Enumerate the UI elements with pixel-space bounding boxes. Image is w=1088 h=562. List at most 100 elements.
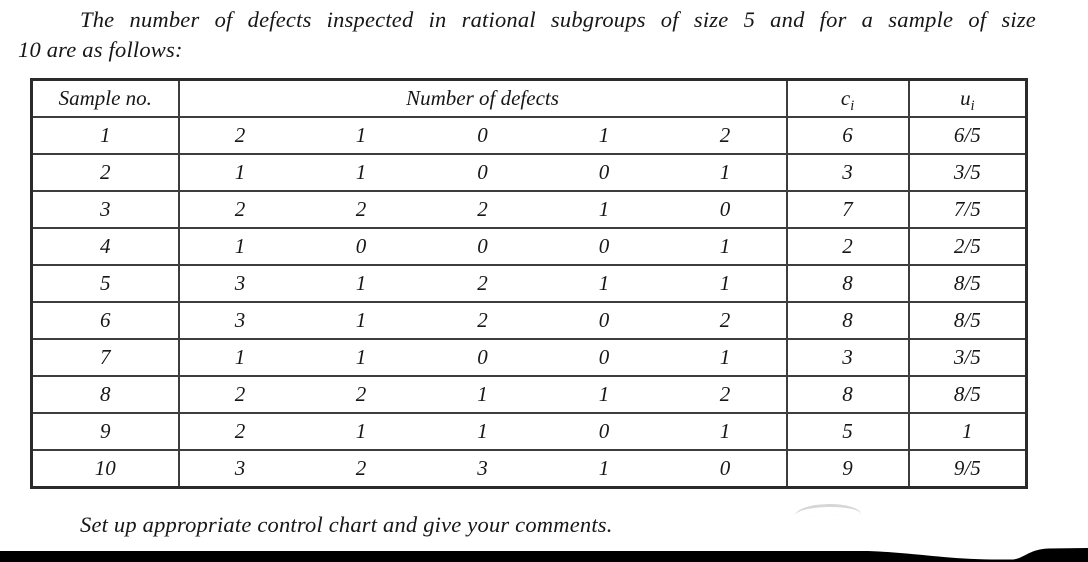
ui-cell: 9/5: [907, 449, 1028, 489]
defect-value-cell: 0: [543, 301, 665, 340]
defect-value-cell: 1: [178, 153, 301, 192]
header-sample-no: Sample no.: [30, 78, 180, 118]
ci-cell: 8: [785, 264, 910, 303]
table-row: 2 1 1 0 0 1 3 3/5: [30, 153, 1028, 192]
problem-statement: The number of defects inspected in ratio…: [18, 5, 1036, 65]
defect-value-cell: 0: [421, 227, 544, 266]
ui-cell: 3/5: [907, 338, 1028, 377]
table-header-row: Sample no. Number of defects ci ui: [30, 78, 1028, 118]
defect-value-cell: 0: [543, 227, 665, 266]
defect-value-cell: 1: [543, 190, 665, 229]
defect-value-cell: 2: [300, 190, 422, 229]
defect-value-cell: 1: [543, 264, 665, 303]
defect-value-cell: 1: [300, 116, 422, 155]
defect-value-cell: 1: [664, 227, 787, 266]
scan-smudge: [794, 503, 862, 516]
ui-cell: 8/5: [907, 375, 1028, 414]
sample-no-cell: 5: [30, 264, 180, 303]
table-row: 4 1 0 0 0 1 2 2/5: [30, 227, 1028, 266]
sample-no-cell: 4: [30, 227, 180, 266]
ui-subscript: i: [970, 98, 975, 115]
ci-cell: 9: [785, 449, 910, 489]
defect-value-cell: 2: [421, 301, 544, 340]
defect-value-cell: 1: [300, 338, 422, 377]
table-row: 5 3 1 2 1 1 8 8/5: [30, 264, 1028, 303]
defect-value-cell: 0: [543, 153, 665, 192]
sample-no-cell: 9: [30, 412, 180, 451]
ci-subscript: i: [850, 98, 855, 115]
defect-value-cell: 2: [178, 375, 301, 414]
table-row: 7 1 1 0 0 1 3 3/5: [30, 338, 1028, 377]
defect-value-cell: 3: [178, 264, 301, 303]
defect-value-cell: 2: [664, 116, 787, 155]
table-row: 10 3 2 3 1 0 9 9/5: [30, 449, 1028, 489]
defect-value-cell: 1: [543, 449, 665, 489]
defect-value-cell: 1: [300, 301, 422, 340]
ci-cell: 6: [785, 116, 910, 155]
problem-statement-line2: 10 are as follows:: [18, 37, 183, 62]
table-row: 9 2 1 1 0 1 5 1: [30, 412, 1028, 451]
table-row: 3 2 2 2 1 0 7 7/5: [30, 190, 1028, 229]
ui-cell: 1: [907, 412, 1028, 451]
defect-value-cell: 1: [664, 338, 787, 377]
header-number-of-defects: Number of defects: [178, 78, 787, 118]
sample-no-cell: 8: [30, 375, 180, 414]
defect-value-cell: 2: [300, 375, 422, 414]
defects-table: Sample no. Number of defects ci ui 1 2 1…: [30, 78, 1029, 489]
table-row: 8 2 2 1 1 2 8 8/5: [30, 375, 1028, 414]
ui-cell: 8/5: [907, 264, 1028, 303]
sample-no-cell: 10: [30, 449, 180, 489]
defect-value-cell: 3: [178, 301, 301, 340]
defect-value-cell: 1: [543, 375, 665, 414]
defect-value-cell: 1: [664, 153, 787, 192]
sample-no-cell: 3: [30, 190, 180, 229]
defect-value-cell: 2: [421, 264, 544, 303]
defect-value-cell: 0: [664, 449, 787, 489]
defect-value-cell: 0: [421, 338, 544, 377]
defect-value-cell: 2: [178, 412, 301, 451]
defect-value-cell: 0: [543, 412, 665, 451]
defect-value-cell: 1: [543, 116, 665, 155]
header-ci: ci: [785, 78, 910, 118]
defect-value-cell: 2: [664, 301, 787, 340]
defect-value-cell: 1: [178, 227, 301, 266]
ui-cell: 7/5: [907, 190, 1028, 229]
ci-cell: 3: [785, 153, 910, 192]
defect-value-cell: 1: [421, 375, 544, 414]
defect-value-cell: 1: [664, 264, 787, 303]
ui-cell: 3/5: [907, 153, 1028, 192]
defect-value-cell: 0: [664, 190, 787, 229]
defect-value-cell: 2: [178, 190, 301, 229]
defect-value-cell: 0: [300, 227, 422, 266]
ci-cell: 2: [785, 227, 910, 266]
bottom-black-bar: [0, 548, 1088, 562]
sample-no-cell: 6: [30, 301, 180, 340]
defect-value-cell: 0: [421, 153, 544, 192]
ci-symbol: c: [840, 86, 851, 110]
defect-value-cell: 3: [178, 449, 301, 489]
sample-no-cell: 7: [30, 338, 180, 377]
ui-symbol: u: [960, 86, 971, 110]
defect-value-cell: 1: [300, 264, 422, 303]
ci-cell: 7: [785, 190, 910, 229]
ui-cell: 6/5: [907, 116, 1028, 155]
defect-value-cell: 1: [300, 153, 422, 192]
ci-cell: 5: [785, 412, 910, 451]
defect-value-cell: 2: [421, 190, 544, 229]
defect-value-cell: 1: [300, 412, 422, 451]
defect-value-cell: 1: [664, 412, 787, 451]
table-row: 1 2 1 0 1 2 6 6/5: [30, 116, 1028, 155]
instruction-text: Set up appropriate control chart and giv…: [80, 512, 613, 537]
table-row: 6 3 1 2 0 2 8 8/5: [30, 301, 1028, 340]
sample-no-cell: 1: [30, 116, 180, 155]
problem-statement-line1: The number of defects inspected in ratio…: [80, 7, 1036, 32]
ci-cell: 8: [785, 375, 910, 414]
defect-value-cell: 3: [421, 449, 544, 489]
defect-value-cell: 2: [178, 116, 301, 155]
ci-cell: 3: [785, 338, 910, 377]
defect-value-cell: 2: [664, 375, 787, 414]
defect-value-cell: 1: [178, 338, 301, 377]
defect-value-cell: 0: [421, 116, 544, 155]
ci-cell: 8: [785, 301, 910, 340]
